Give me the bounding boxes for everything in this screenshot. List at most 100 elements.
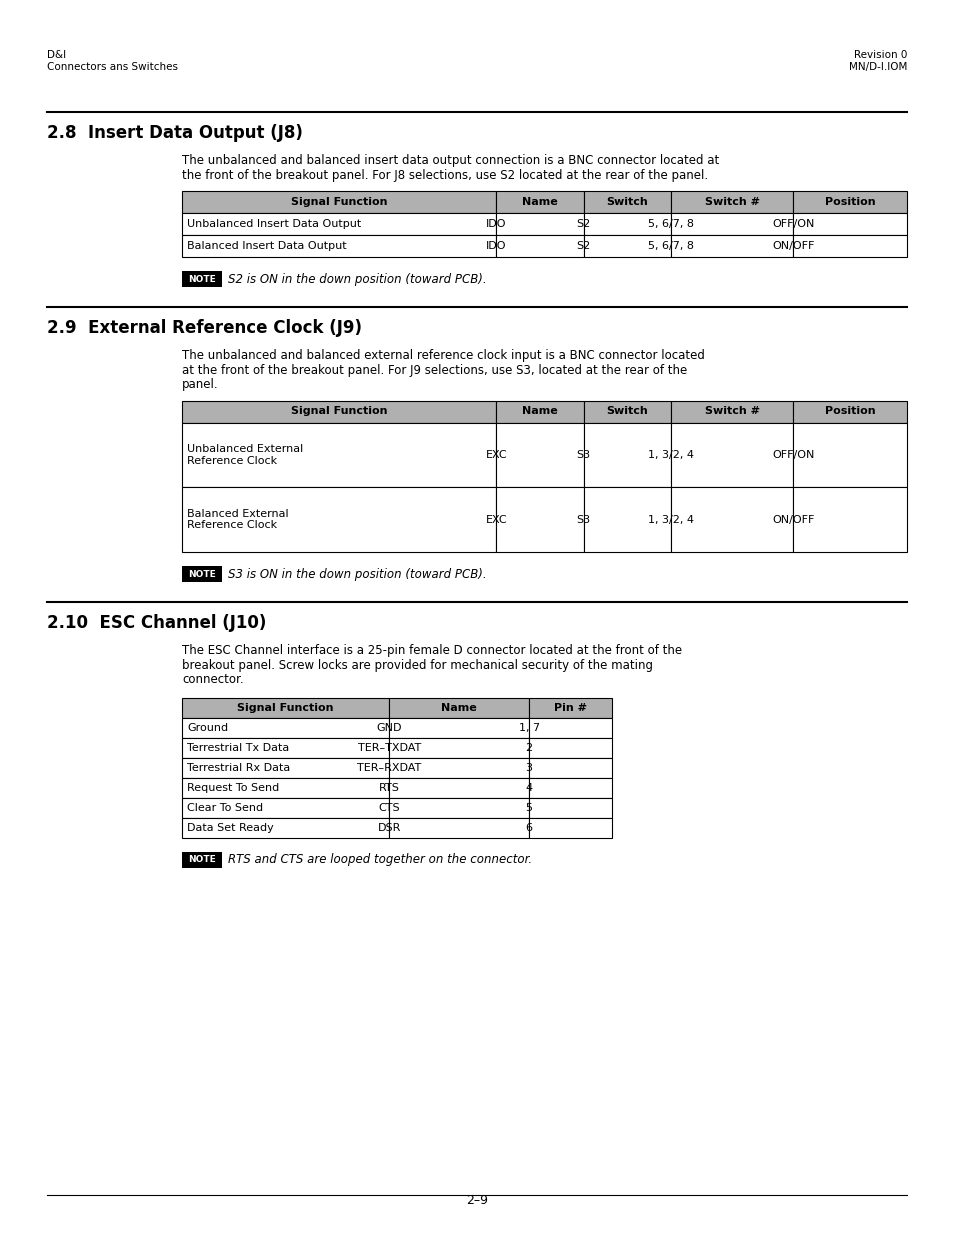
Bar bbox=[583, 191, 671, 212]
Text: ON/OFF: ON/OFF bbox=[771, 515, 814, 525]
Bar bbox=[182, 798, 389, 818]
Text: Balanced External
Reference Clock: Balanced External Reference Clock bbox=[187, 509, 289, 531]
Bar bbox=[793, 488, 906, 552]
Bar bbox=[496, 400, 583, 422]
Text: Name: Name bbox=[441, 703, 476, 713]
Text: TER–RXDAT: TER–RXDAT bbox=[356, 762, 421, 773]
Bar bbox=[671, 488, 793, 552]
Text: DSR: DSR bbox=[377, 823, 400, 832]
Bar bbox=[793, 400, 906, 422]
Bar bbox=[496, 488, 583, 552]
Bar bbox=[389, 778, 529, 798]
Bar bbox=[182, 852, 222, 868]
Bar bbox=[583, 212, 671, 235]
Text: Connectors ans Switches: Connectors ans Switches bbox=[47, 62, 178, 72]
Bar bbox=[529, 757, 612, 778]
Text: 2: 2 bbox=[525, 742, 532, 752]
Text: 1, 3/2, 4: 1, 3/2, 4 bbox=[647, 450, 694, 459]
Bar bbox=[583, 488, 671, 552]
Bar bbox=[671, 235, 793, 257]
Text: S2: S2 bbox=[576, 219, 590, 228]
Text: Unbalanced Insert Data Output: Unbalanced Insert Data Output bbox=[187, 219, 361, 228]
Text: Terrestrial Rx Data: Terrestrial Rx Data bbox=[187, 762, 290, 773]
Text: ON/OFF: ON/OFF bbox=[771, 241, 814, 251]
Text: 6: 6 bbox=[525, 823, 532, 832]
Text: RTS and CTS are looped together on the connector.: RTS and CTS are looped together on the c… bbox=[228, 853, 532, 866]
Text: connector.: connector. bbox=[182, 673, 243, 687]
Bar bbox=[182, 212, 496, 235]
Text: Signal Function: Signal Function bbox=[237, 703, 334, 713]
Text: Ground: Ground bbox=[187, 722, 228, 732]
Text: Signal Function: Signal Function bbox=[291, 198, 387, 207]
Bar bbox=[583, 422, 671, 488]
Bar bbox=[389, 698, 529, 718]
Text: S2: S2 bbox=[576, 241, 590, 251]
Bar bbox=[496, 235, 583, 257]
Bar bbox=[529, 737, 612, 757]
Bar bbox=[389, 737, 529, 757]
Bar bbox=[182, 566, 222, 582]
Bar bbox=[182, 718, 389, 737]
Text: MN/D-I.IOM: MN/D-I.IOM bbox=[848, 62, 906, 72]
Text: 2–9: 2–9 bbox=[465, 1194, 488, 1207]
Text: EXC: EXC bbox=[485, 450, 507, 459]
Text: Switch #: Switch # bbox=[704, 406, 759, 416]
Bar bbox=[793, 191, 906, 212]
Text: at the front of the breakout panel. For J9 selections, use S3, located at the re: at the front of the breakout panel. For … bbox=[182, 363, 686, 377]
Bar bbox=[671, 422, 793, 488]
Bar bbox=[529, 818, 612, 837]
Bar bbox=[389, 818, 529, 837]
Bar bbox=[182, 737, 389, 757]
Text: 5: 5 bbox=[525, 803, 532, 813]
Bar bbox=[182, 698, 389, 718]
Text: CTS: CTS bbox=[378, 803, 399, 813]
Bar bbox=[529, 798, 612, 818]
Text: panel.: panel. bbox=[182, 378, 218, 391]
Bar bbox=[182, 270, 222, 287]
Text: Balanced Insert Data Output: Balanced Insert Data Output bbox=[187, 241, 346, 251]
Text: IDO: IDO bbox=[486, 241, 506, 251]
Text: RTS: RTS bbox=[378, 783, 399, 793]
Text: the front of the breakout panel. For J8 selections, use S2 located at the rear o: the front of the breakout panel. For J8 … bbox=[182, 168, 707, 182]
Bar bbox=[793, 422, 906, 488]
Text: Data Set Ready: Data Set Ready bbox=[187, 823, 274, 832]
Bar bbox=[182, 818, 389, 837]
Bar bbox=[182, 757, 389, 778]
Text: OFF/ON: OFF/ON bbox=[771, 450, 814, 459]
Text: S3: S3 bbox=[577, 450, 590, 459]
Text: 5, 6/7, 8: 5, 6/7, 8 bbox=[647, 219, 694, 228]
Text: The unbalanced and balanced external reference clock input is a BNC connector lo: The unbalanced and balanced external ref… bbox=[182, 350, 704, 362]
Text: Switch #: Switch # bbox=[704, 198, 759, 207]
Text: 1, 7: 1, 7 bbox=[518, 722, 539, 732]
Text: NOTE: NOTE bbox=[188, 855, 215, 864]
Bar bbox=[389, 757, 529, 778]
Text: EXC: EXC bbox=[485, 515, 507, 525]
Text: 1, 3/2, 4: 1, 3/2, 4 bbox=[647, 515, 694, 525]
Bar bbox=[529, 778, 612, 798]
Text: OFF/ON: OFF/ON bbox=[771, 219, 814, 228]
Text: Terrestrial Tx Data: Terrestrial Tx Data bbox=[187, 742, 289, 752]
Text: D&I: D&I bbox=[47, 49, 66, 61]
Bar bbox=[496, 191, 583, 212]
Text: IDO: IDO bbox=[486, 219, 506, 228]
Bar bbox=[182, 191, 496, 212]
Text: Clear To Send: Clear To Send bbox=[187, 803, 263, 813]
Text: The ESC Channel interface is a 25-pin female D connector located at the front of: The ESC Channel interface is a 25-pin fe… bbox=[182, 645, 681, 657]
Text: Name: Name bbox=[521, 406, 558, 416]
Text: GND: GND bbox=[376, 722, 401, 732]
Text: Request To Send: Request To Send bbox=[187, 783, 279, 793]
Bar bbox=[529, 698, 612, 718]
Text: Name: Name bbox=[521, 198, 558, 207]
Text: 5, 6/7, 8: 5, 6/7, 8 bbox=[647, 241, 694, 251]
Bar bbox=[671, 212, 793, 235]
Bar bbox=[182, 488, 496, 552]
Text: 2.9  External Reference Clock (J9): 2.9 External Reference Clock (J9) bbox=[47, 319, 361, 337]
Bar bbox=[389, 718, 529, 737]
Text: Switch: Switch bbox=[606, 198, 648, 207]
Text: Pin #: Pin # bbox=[554, 703, 586, 713]
Bar bbox=[182, 422, 496, 488]
Text: 4: 4 bbox=[525, 783, 532, 793]
Text: breakout panel. Screw locks are provided for mechanical security of the mating: breakout panel. Screw locks are provided… bbox=[182, 658, 652, 672]
Text: S2 is ON in the down position (toward PCB).: S2 is ON in the down position (toward PC… bbox=[228, 273, 486, 285]
Bar bbox=[496, 212, 583, 235]
